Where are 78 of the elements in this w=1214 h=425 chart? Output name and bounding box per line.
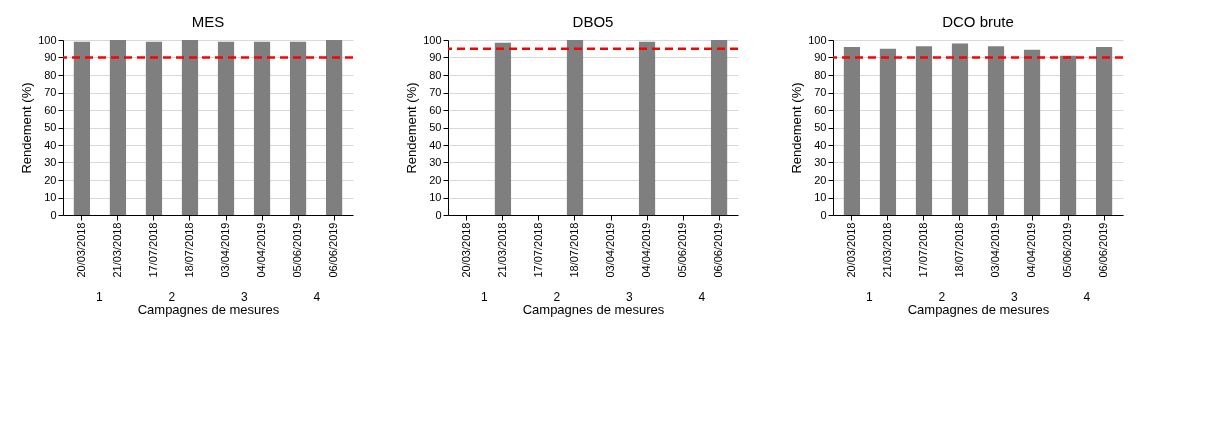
y-tick-label: 90: [814, 51, 827, 63]
chart-title: DCO brute: [942, 13, 1014, 30]
y-tick-label: 40: [429, 138, 442, 151]
text: 4: [1083, 290, 1091, 304]
y-tick-label: 60: [44, 103, 57, 116]
y-tick-label: 40: [814, 138, 827, 151]
x-tick-label: 03/04/2019: [219, 222, 232, 278]
x-tick-label: 03/04/2019: [989, 222, 1002, 278]
y-tick-label: 100: [808, 33, 827, 46]
chart-title: MES: [191, 13, 225, 30]
y-tick-label: 80: [429, 68, 442, 81]
y-tick-label: 100: [38, 33, 57, 46]
text: 3: [240, 290, 248, 304]
x-tick-label: 20/03/2018: [459, 222, 472, 278]
y-axis-title: Rendement (%): [404, 82, 420, 174]
text: 2: [168, 290, 176, 304]
y-axis-title: Rendement (%): [789, 82, 805, 174]
y-tick-label: 30: [429, 156, 442, 168]
y-tick-label: 70: [44, 86, 57, 98]
x-axis-title: Campagnes de mesures: [137, 301, 280, 317]
text: 4: [313, 290, 321, 304]
y-tick-label: 20: [814, 173, 827, 186]
x-tick-label: 20/03/2018: [844, 222, 857, 278]
y-tick-label: 20: [44, 173, 57, 186]
x-tick-label: 06/06/2019: [327, 222, 340, 278]
x-tick-label: 17/07/2018: [916, 222, 929, 278]
y-tick-label: 60: [429, 103, 442, 116]
y-tick-label: 100: [423, 33, 442, 46]
text: 2: [938, 290, 946, 304]
text: 2: [553, 290, 561, 304]
y-tick-label: 50: [429, 121, 442, 133]
x-tick-label: 21/03/2018: [880, 222, 893, 278]
y-tick-label: 10: [429, 191, 442, 203]
y-tick-label: 90: [429, 51, 442, 63]
chart-title: DBO5: [572, 13, 614, 30]
y-tick-label: 60: [814, 103, 827, 116]
x-tick-label: 18/07/2018: [567, 222, 580, 278]
y-axis-title: Rendement (%): [19, 82, 35, 174]
x-tick-label: 04/04/2019: [255, 222, 268, 278]
x-tick-label: 17/07/2018: [531, 222, 544, 278]
y-tick-label: 0: [50, 208, 57, 221]
x-tick-label: 06/06/2019: [712, 222, 725, 278]
x-tick-label: 21/03/2018: [110, 222, 123, 278]
text: 1: [865, 290, 873, 304]
x-tick-label: 18/07/2018: [182, 222, 195, 278]
x-tick-label: 21/03/2018: [495, 222, 508, 278]
x-tick-label: 06/06/2019: [1097, 222, 1110, 278]
y-tick-label: 50: [814, 121, 827, 133]
y-tick-label: 30: [814, 156, 827, 168]
x-tick-label: 04/04/2019: [640, 222, 653, 278]
x-tick-label: 18/07/2018: [952, 222, 965, 278]
y-tick-label: 90: [44, 51, 57, 63]
x-tick-label: 17/07/2018: [146, 222, 159, 278]
text: 3: [625, 290, 633, 304]
y-tick-label: 30: [44, 156, 57, 168]
y-tick-label: 80: [44, 68, 57, 81]
y-tick-label: 10: [44, 191, 57, 203]
x-tick-label: 20/03/2018: [74, 222, 87, 278]
y-tick-label: 0: [820, 208, 827, 221]
y-tick-label: 40: [44, 138, 57, 151]
y-tick-label: 20: [429, 173, 442, 186]
x-tick-label: 03/04/2019: [604, 222, 617, 278]
x-tick-label: 05/06/2019: [291, 222, 304, 278]
text: 1: [480, 290, 488, 304]
x-axis-title: Campagnes de mesures: [522, 301, 665, 317]
y-tick-label: 70: [429, 86, 442, 98]
y-tick-label: 0: [435, 208, 442, 221]
y-tick-label: 10: [814, 191, 827, 203]
x-tick-label: 05/06/2019: [676, 222, 689, 278]
x-tick-label: 05/06/2019: [1061, 222, 1074, 278]
y-tick-label: 50: [44, 121, 57, 133]
text: 1: [95, 290, 103, 304]
text: 4: [698, 290, 706, 304]
y-tick-label: 80: [814, 68, 827, 81]
y-tick-label: 70: [814, 86, 827, 98]
text: 3: [1010, 290, 1018, 304]
x-axis-title: Campagnes de mesures: [907, 301, 1050, 317]
x-tick-label: 04/04/2019: [1025, 222, 1038, 278]
